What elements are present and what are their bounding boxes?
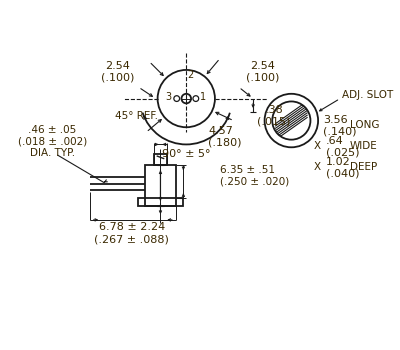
Text: DEEP: DEEP [350,162,377,172]
Bar [138,198,184,205]
Text: 3: 3 [165,92,171,102]
Text: 1.02
(.040): 1.02 (.040) [326,156,359,178]
Text: 6.35 ± .51
(.250 ± .020): 6.35 ± .51 (.250 ± .020) [220,165,289,187]
Text: 90° ± 5°: 90° ± 5° [162,149,210,159]
Text: .46 ± .05
(.018 ± .002)
DIA. TYP.: .46 ± .05 (.018 ± .002) DIA. TYP. [18,125,87,158]
Text: 3.56
(.140): 3.56 (.140) [323,114,356,136]
Text: 2.54
(.100): 2.54 (.100) [101,61,134,83]
Text: 45° REF.: 45° REF. [115,111,158,121]
Text: ADJ. SLOT: ADJ. SLOT [342,90,393,100]
Text: .64
(.025): .64 (.025) [326,135,359,157]
Bar [145,166,176,205]
Text: X: X [313,162,320,172]
Text: 6.78 ± 2.24
(.267 ± .088): 6.78 ± 2.24 (.267 ± .088) [94,223,169,244]
Text: 2: 2 [187,70,193,80]
Text: 1: 1 [200,92,206,102]
Text: 4.57
(.180): 4.57 (.180) [208,126,242,148]
Text: .38
(.015): .38 (.015) [258,105,291,127]
Text: LONG: LONG [350,120,379,130]
Text: X: X [313,141,320,151]
Text: WIDE: WIDE [350,141,377,151]
Text: 2.54
(.100): 2.54 (.100) [246,61,279,83]
Bar [154,154,167,166]
